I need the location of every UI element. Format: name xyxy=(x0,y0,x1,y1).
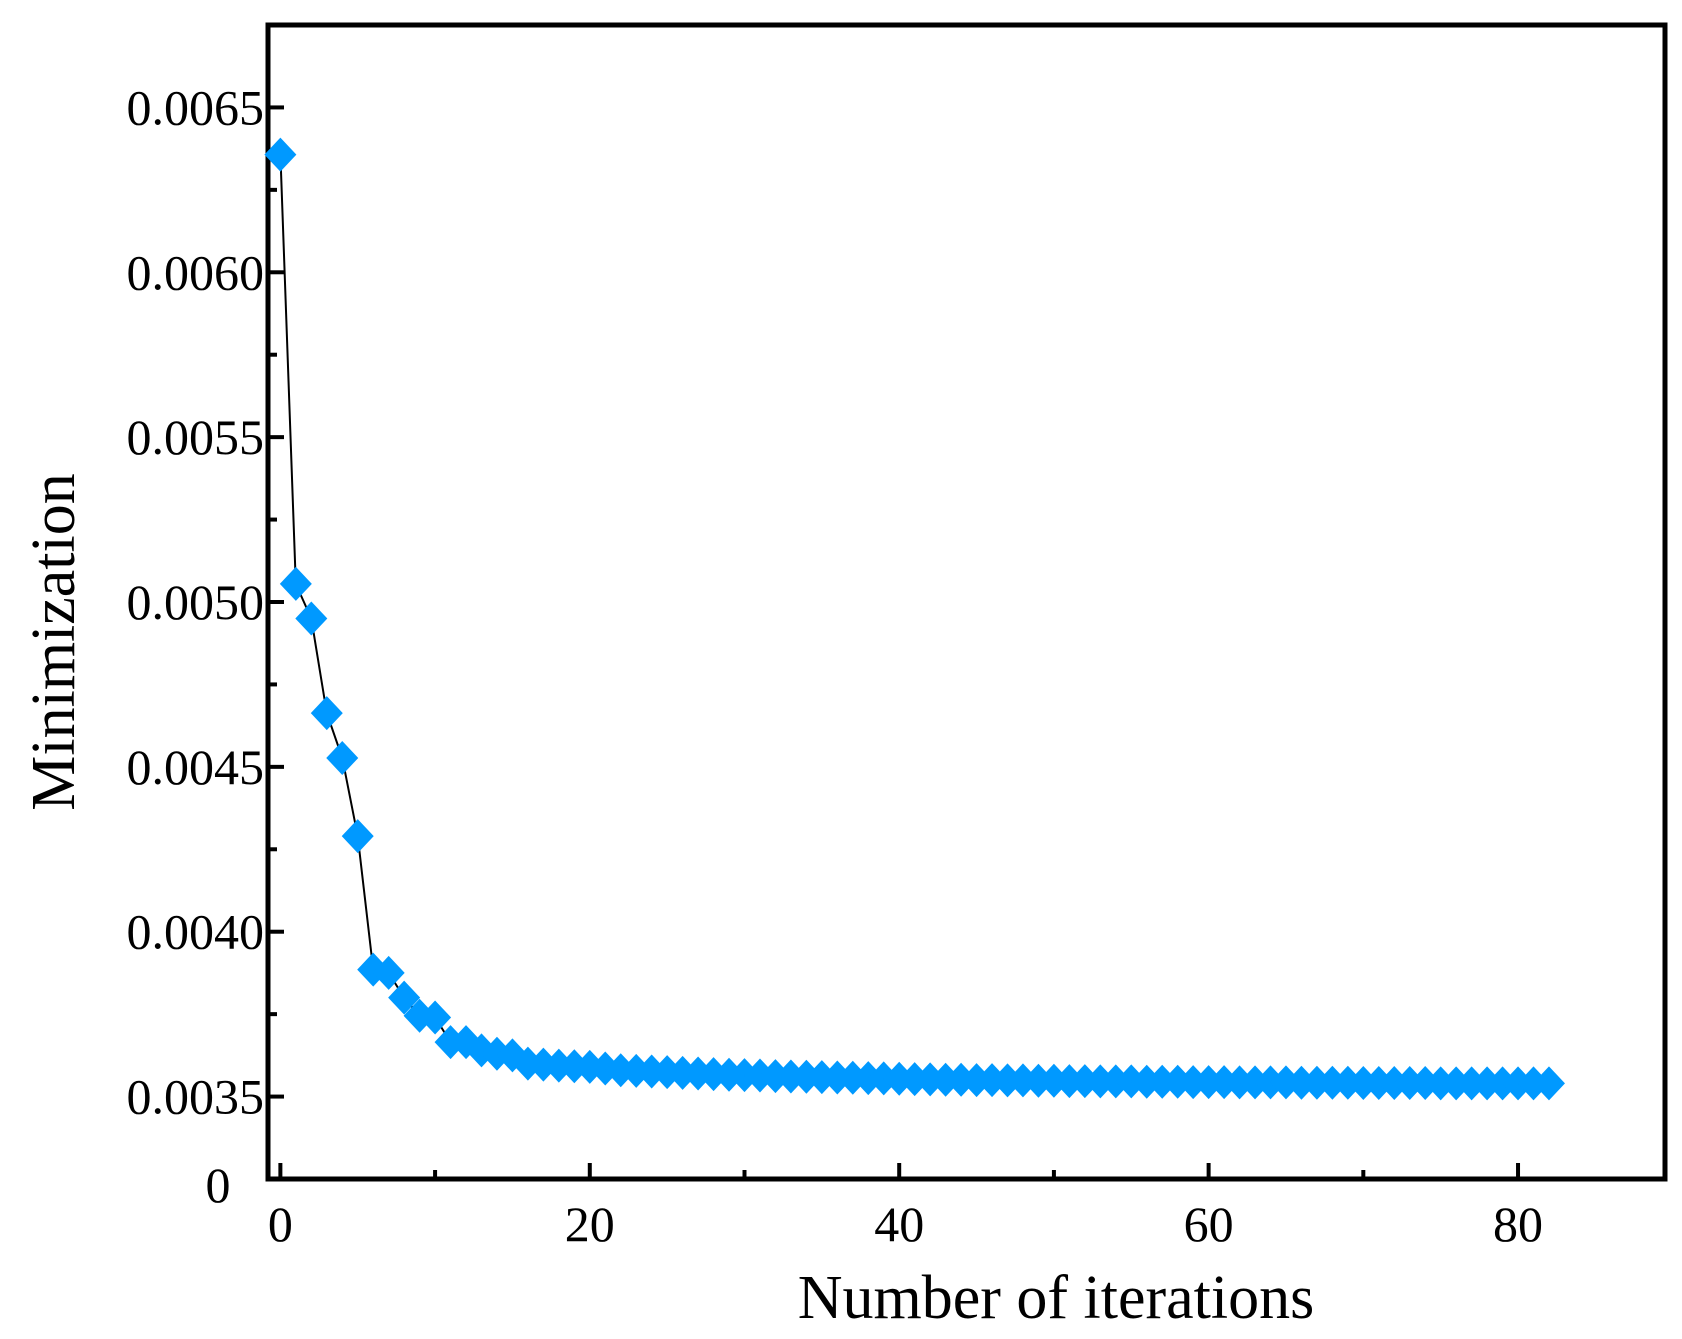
data-point-marker xyxy=(279,566,312,601)
x-tick-label: 20 xyxy=(565,1196,615,1252)
plot-frame xyxy=(265,22,1668,1182)
x-tick-label: 0 xyxy=(268,1196,293,1252)
y-axis-title: Minimization xyxy=(20,473,88,811)
data-point-marker xyxy=(295,601,328,636)
data-point-marker xyxy=(264,137,297,172)
y-tick-label: 0.0050 xyxy=(127,574,265,630)
y-tick-label: 0.0065 xyxy=(127,79,265,135)
x-tick-labels: 0 20 40 60 80 xyxy=(268,1196,1543,1252)
y-tick-labels: 0.0035 0.0040 0.0045 0.0050 0.0055 0.0060 0.00… xyxy=(127,79,265,1124)
axis-ticks xyxy=(268,105,1521,1179)
data-point-marker xyxy=(341,819,374,854)
x-axis-title: Number of iterations xyxy=(798,1264,1315,1332)
y-tick-label: 0.0040 xyxy=(127,904,265,960)
data-point-marker xyxy=(372,955,405,990)
series-line xyxy=(279,154,1549,1085)
data-point-marker xyxy=(480,1036,513,1071)
series-group xyxy=(264,137,1565,1101)
data-point-marker xyxy=(310,696,343,731)
data-point-marker xyxy=(419,1000,452,1035)
x-tick-label: 40 xyxy=(874,1196,924,1252)
y-tick-label: 0.0045 xyxy=(127,739,265,795)
data-point-marker xyxy=(326,740,359,775)
y-tick-label: 0.0055 xyxy=(127,409,265,465)
y-tick-label: 0.0035 xyxy=(127,1069,265,1125)
data-point-marker xyxy=(1532,1066,1565,1101)
data-point-marker xyxy=(388,980,421,1015)
x-tick-label: 60 xyxy=(1184,1196,1234,1252)
x-tick-label: 80 xyxy=(1493,1196,1543,1252)
y-origin-label: 0 xyxy=(206,1157,231,1213)
y-tick-label: 0.0060 xyxy=(127,244,265,300)
